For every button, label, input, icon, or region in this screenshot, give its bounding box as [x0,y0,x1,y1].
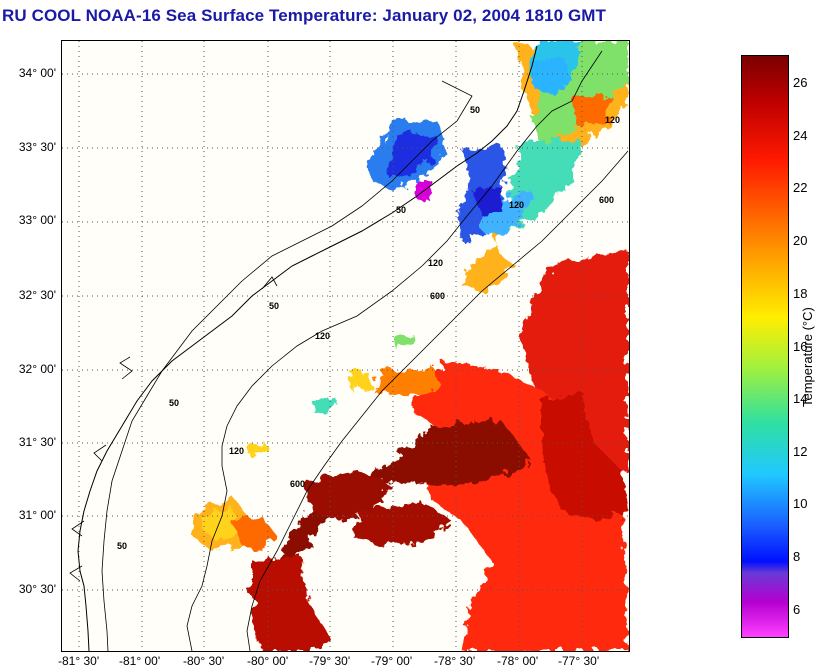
lon-label-80-30: -80° 30' [183,654,225,668]
depth-label-600: 600 [430,291,445,301]
colorbar-tick-6: 6 [793,602,801,617]
colorbar-tick-18: 18 [793,286,808,301]
sst-map: 50 50 50 50 50 120 120 120 120 120 600 6… [62,41,629,651]
sst-patches-fine [417,56,572,216]
sst-map-panel: 50 50 50 50 50 120 120 120 120 120 600 6… [61,40,630,652]
colorbar-tick-10: 10 [793,496,808,511]
lat-label-30-30: 30° 30' [18,582,56,596]
lon-label-80-00: -80° 00' [247,654,289,668]
colorbar-tick-20: 20 [793,233,808,248]
lon-label-77-30: -77° 30' [558,654,600,668]
lat-label-31-00: 31° 00' [18,508,56,522]
depth-label-50: 50 [269,301,279,311]
depth-label-50: 50 [470,105,480,115]
colorbar-tick-8: 8 [793,549,801,564]
depth-label-50: 50 [169,398,179,408]
lon-label-81-00: -81° 00' [119,654,161,668]
graticule [62,41,629,651]
colorbar-tick-22: 22 [793,180,808,195]
depth-label-50: 50 [117,541,127,551]
lat-label-34-00: 34° 00' [18,66,56,80]
colorbar-label: Temperature (°C) [800,307,815,407]
colorbar-tick-24: 24 [793,128,808,143]
depth-label-120: 120 [428,258,443,268]
depth-contours [101,50,629,651]
map-title: RU COOL NOAA-16 Sea Surface Temperature:… [2,6,607,25]
lat-label-33-30: 33° 30' [18,140,56,154]
depth-label-120: 120 [315,331,330,341]
lon-label-79-30: -79° 30' [309,654,351,668]
colorbar-tick-12: 12 [793,444,808,459]
colorbar-tick-14: 14 [793,391,808,406]
depth-label-120: 120 [229,446,244,456]
sst-patches [192,41,628,651]
lat-label-33-00: 33° 00' [18,213,56,227]
colorbar-tick-16: 16 [793,339,808,354]
lon-label-78-30: -78° 30' [434,654,476,668]
lat-label-31-30: 31° 30' [18,435,56,449]
colorbar-tick-26: 26 [793,75,808,90]
depth-label-50: 50 [396,205,406,215]
lon-label-81-30: -81° 30' [58,654,100,668]
depth-label-600: 600 [599,195,614,205]
temperature-colorbar [741,55,789,638]
depth-label-600: 600 [290,479,305,489]
depth-label-120: 120 [605,115,620,125]
lat-label-32-30: 32° 30' [18,288,56,302]
lon-label-78-00: -78° 00' [497,654,539,668]
depth-label-120: 120 [509,200,524,210]
coastline [77,45,538,651]
lat-label-32-00: 32° 00' [18,362,56,376]
lon-label-79-00: -79° 00' [371,654,413,668]
